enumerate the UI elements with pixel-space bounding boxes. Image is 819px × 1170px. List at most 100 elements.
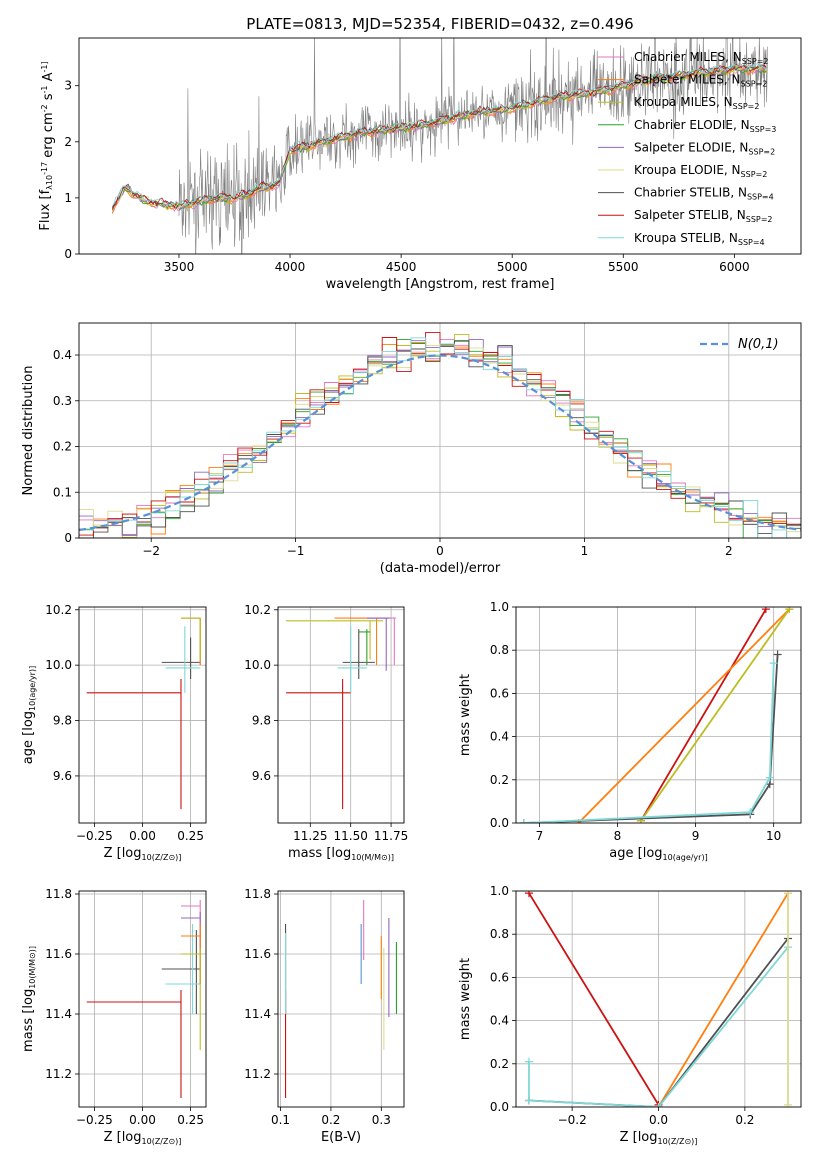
y-tick-label: 0.6 <box>490 686 509 700</box>
errorbar-point-chabrier-stelib <box>161 637 201 679</box>
data-point-marker <box>654 1103 663 1107</box>
x-tick-label: 3500 <box>164 260 195 274</box>
legend: Chabrier MILES, NSSP=2 Salpeter MILES, NS… <box>598 50 776 247</box>
y-tick-label: 10.2 <box>244 603 271 617</box>
errorbar-point-salpeter-stelib <box>86 990 182 1098</box>
errorbar-point-chabrier-miles <box>350 617 396 666</box>
legend: N(0,1) <box>700 337 779 352</box>
x-tick-label: 4000 <box>275 260 306 274</box>
x-tick-label: 4500 <box>386 260 417 274</box>
errorbar-point-kroupa-miles <box>180 948 201 1050</box>
y-tick-label: 0.2 <box>490 1057 509 1071</box>
plot-area <box>524 891 793 1107</box>
axes-frame <box>277 890 405 1108</box>
data-point-marker <box>524 1057 533 1066</box>
y-tick-label: 0.0 <box>490 816 509 830</box>
axes-frame <box>515 890 802 1108</box>
y-tick-label: 0.2 <box>53 440 72 454</box>
plot-area <box>86 617 201 810</box>
x-tick-label: 0.0 <box>649 1113 668 1127</box>
y-axis-label: Normed distribution <box>21 366 36 496</box>
series-line <box>528 892 660 1106</box>
normal-distribution-curve <box>79 354 801 532</box>
y-tick-label: 9.8 <box>252 714 271 728</box>
data-point-marker <box>785 607 794 614</box>
data-point-marker <box>765 773 774 782</box>
legend-entry: Chabrier ELODIE, NSSP=3 <box>634 118 776 134</box>
axes-frame <box>78 322 802 539</box>
weight-series-kroupa-elodie <box>784 891 793 1107</box>
grid-lines <box>516 890 801 1108</box>
y-tick-label: 0.4 <box>490 1014 509 1028</box>
y-tick-label: 1.0 <box>490 600 509 614</box>
y-tick-label: 0 <box>64 531 72 545</box>
residuals-chart: −2 −1 0 1 2 0 0.1 0.2 0.3 0.4 (data-model)/error No… <box>21 322 802 576</box>
grid-lines <box>79 891 206 1107</box>
x-tick-label: 5000 <box>497 260 528 274</box>
x-tick-label: −0.25 <box>76 1113 113 1127</box>
axes-frame <box>277 606 405 824</box>
x-tick-label: 0.3 <box>372 1113 391 1127</box>
grid-lines <box>278 607 404 823</box>
y-tick-label: 0.4 <box>490 730 509 744</box>
weight-vs-Z-chart: −0.2 0.0 0.2 0.0 0.2 0.4 0.6 0.8 1.0 Z [log10(Z/Z… <box>458 884 802 1146</box>
axes-frame <box>515 606 802 824</box>
x-tick-label: 8 <box>614 829 622 843</box>
series-line <box>640 608 767 822</box>
x-tick-label: 11.75 <box>374 829 408 843</box>
mass-vs-EBV-chart: 0.1 0.2 0.3 11.2 11.4 11.6 11.8 E(B-V) <box>244 887 405 1145</box>
x-tick-label: 0.2 <box>321 1113 340 1127</box>
x-axis-label: wavelength [Angstrom, rest frame] <box>326 277 555 292</box>
x-tick-label: −0.2 <box>558 1113 587 1127</box>
model-line-kroupa-elodie <box>112 64 767 209</box>
legend-entry: Chabrier MILES, NSSP=2 <box>634 50 769 66</box>
series-line <box>577 608 790 823</box>
x-tick-label: 1 <box>581 544 589 558</box>
y-tick-label: 9.6 <box>53 769 72 783</box>
y-axis-label: mass [log10(M/M⊙)] <box>21 946 37 1052</box>
x-axis-label: (data-model)/error <box>380 561 501 576</box>
legend-entry: Kroupa ELODIE, NSSP=2 <box>634 163 767 179</box>
legend-entry: Chabrier STELIB, NSSP=4 <box>634 186 774 202</box>
y-tick-label: 10.2 <box>45 603 72 617</box>
x-tick-label: 5500 <box>608 260 639 274</box>
x-tick-label: 6000 <box>719 260 750 274</box>
x-tick-label: 0 <box>436 544 444 558</box>
y-tick-label: 0.1 <box>53 485 72 499</box>
plot-area <box>519 607 794 823</box>
weight-series-salpeter-stelib <box>636 607 770 823</box>
y-tick-label: 0.4 <box>53 348 72 362</box>
data-point-marker <box>784 1100 793 1107</box>
plot-area <box>111 38 768 254</box>
x-tick-label: 10 <box>766 829 781 843</box>
model-line-kroupa-stelib <box>111 62 767 207</box>
y-tick-label: 1 <box>64 191 72 205</box>
x-tick-label: 0.00 <box>129 829 156 843</box>
x-axis-label: mass [log10(M/M⊙)] <box>288 846 394 862</box>
x-tick-label: 9 <box>692 829 700 843</box>
series-line <box>640 608 791 822</box>
y-tick-label: 10.0 <box>244 658 271 672</box>
errorbar-point-kroupa-stelib <box>165 924 201 1014</box>
errorbar-point-kroupa-miles <box>180 617 201 660</box>
legend-entry: Salpeter MILES, NSSP=2 <box>634 73 767 89</box>
age-vs-Z-chart: −0.25 0.00 0.25 9.6 9.8 10.0 10.2 Z [log10(Z/Z⊙… <box>21 603 207 862</box>
x-tick-label: −1 <box>287 544 305 558</box>
errorbar-point-chabrier-stelib <box>342 629 375 679</box>
legend-entry: Salpeter ELODIE, NSSP=2 <box>634 140 775 156</box>
y-tick-label: 2 <box>64 135 72 149</box>
residual-histogram-kroupa-stelib <box>79 337 801 538</box>
spectrum-chart: 3500 4000 4500 5000 5500 6000 0 1 2 3 wavelength [… <box>38 37 802 292</box>
y-tick-label: 3 <box>64 79 72 93</box>
y-tick-label: 0.8 <box>490 927 509 941</box>
y-tick-label: 11.2 <box>45 1067 72 1081</box>
y-tick-label: 10.0 <box>45 658 72 672</box>
x-tick-label: 7 <box>536 829 544 843</box>
y-tick-label: 0.6 <box>490 970 509 984</box>
grid-lines <box>278 891 404 1107</box>
x-axis-label: age [log10(age/yr)] <box>609 846 707 862</box>
legend-entry: Salpeter STELIB, NSSP=2 <box>634 208 773 224</box>
series-line <box>523 654 779 823</box>
legend-entry: N(0,1) <box>738 337 779 352</box>
plot-area <box>286 617 396 810</box>
